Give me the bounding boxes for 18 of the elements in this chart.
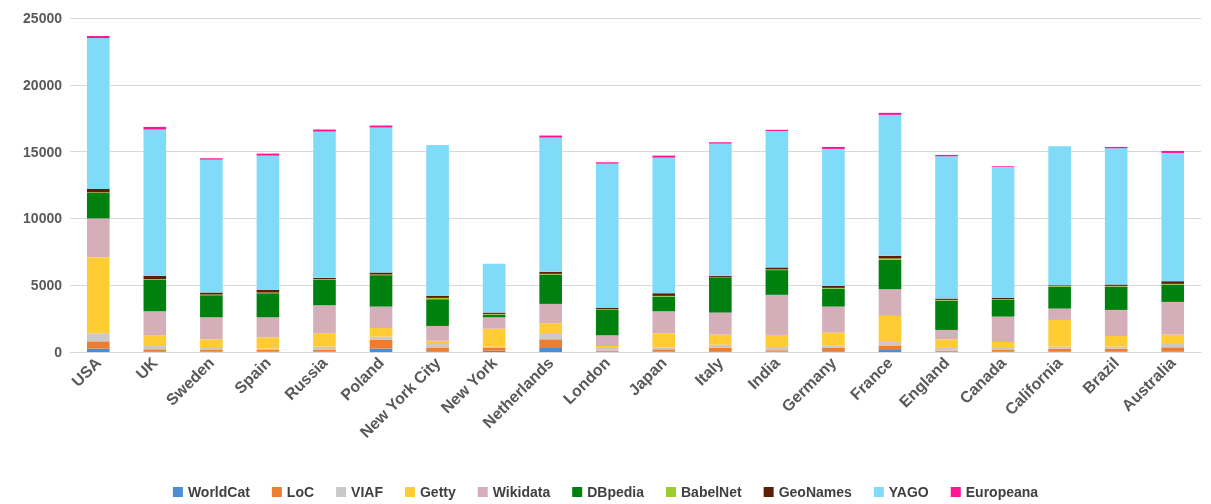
- legend-label: BabelNet: [680, 484, 742, 500]
- y-tick-label: 15000: [23, 143, 63, 160]
- y-tick-label: 5000: [30, 277, 63, 294]
- y-tick-label: 10000: [23, 210, 63, 227]
- legend-label: Getty: [419, 484, 456, 500]
- y-tick-label: 25000: [23, 10, 63, 26]
- legend-label: Wikidata: [492, 484, 551, 500]
- legend-label: Europeana: [965, 484, 1039, 500]
- y-tick-label: 20000: [23, 76, 63, 93]
- legend-label: GeoNames: [778, 484, 853, 500]
- y-tick-label: 0: [54, 344, 63, 360]
- legend-label: DBpedia: [587, 484, 645, 500]
- legend-label: WorldCat: [187, 484, 251, 500]
- legend-label: LoC: [286, 484, 315, 500]
- legend-label: VIAF: [351, 484, 384, 500]
- legend-label: YAGO: [888, 484, 929, 500]
- x-tick-label: UK: [132, 353, 162, 383]
- x-tick-label: USA: [68, 353, 105, 390]
